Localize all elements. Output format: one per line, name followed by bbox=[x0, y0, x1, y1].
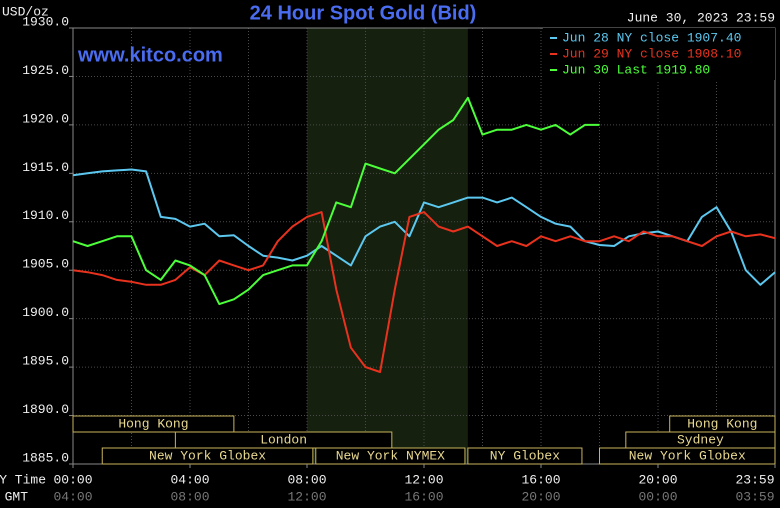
nymex-shade bbox=[307, 28, 468, 464]
gmt-tick-label: 20:00 bbox=[521, 489, 560, 504]
y-tick-label: 1895.0 bbox=[22, 354, 69, 369]
session-bar bbox=[315, 447, 466, 465]
y-tick-label: 1920.0 bbox=[22, 111, 69, 126]
gmt-tick-label: 12:00 bbox=[287, 489, 326, 504]
x-tick-label: 04:00 bbox=[170, 472, 209, 487]
time-row-label: GMT bbox=[5, 489, 29, 504]
gmt-tick-label: 00:00 bbox=[638, 489, 677, 504]
session-label: Hong Kong bbox=[118, 416, 188, 431]
legend-label: Jun 30 Last 1919.80 bbox=[562, 62, 710, 77]
chart-title: 24 Hour Spot Gold (Bid) bbox=[250, 2, 477, 24]
y-tick-label: 1885.0 bbox=[22, 450, 69, 465]
legend-label: Jun 28 NY close 1907.40 bbox=[562, 30, 741, 45]
session-label: Sydney bbox=[677, 432, 724, 447]
x-tick-label: 20:00 bbox=[638, 472, 677, 487]
x-tick-label: 12:00 bbox=[404, 472, 443, 487]
y-tick-label: 1915.0 bbox=[22, 160, 69, 175]
session-label: New York Globex bbox=[629, 448, 746, 463]
x-tick-label: 00:00 bbox=[53, 472, 92, 487]
x-tick-label: 16:00 bbox=[521, 472, 560, 487]
session-label: London bbox=[260, 432, 307, 447]
watermark: www.kitco.com bbox=[77, 44, 223, 66]
series-line bbox=[72, 168, 776, 286]
time-row-label: NY Time bbox=[0, 472, 46, 487]
y-tick-label: 1930.0 bbox=[22, 14, 69, 29]
series-line bbox=[72, 96, 600, 306]
y-tick-label: 1910.0 bbox=[22, 208, 69, 223]
gmt-tick-label: 03:59 bbox=[735, 489, 774, 504]
unit-label: USD/oz bbox=[2, 4, 49, 19]
series-line bbox=[72, 211, 776, 373]
session-label: NY Globex bbox=[490, 448, 560, 463]
date-label: June 30, 2023 23:59 bbox=[627, 10, 775, 25]
gmt-tick-label: 08:00 bbox=[170, 489, 209, 504]
session-bar bbox=[599, 447, 776, 465]
session-bar bbox=[467, 447, 583, 465]
y-tick-label: 1900.0 bbox=[22, 305, 69, 320]
gmt-tick-label: 04:00 bbox=[53, 489, 92, 504]
x-tick-label: 08:00 bbox=[287, 472, 326, 487]
session-bar bbox=[101, 447, 314, 465]
session-label: Hong Kong bbox=[687, 416, 757, 431]
legend-box bbox=[543, 28, 775, 80]
session-label: New York NYMEX bbox=[336, 448, 445, 463]
y-tick-label: 1905.0 bbox=[22, 257, 69, 272]
y-tick-label: 1890.0 bbox=[22, 402, 69, 417]
x-tick-label: 23:59 bbox=[735, 472, 774, 487]
gmt-tick-label: 16:00 bbox=[404, 489, 443, 504]
session-bar bbox=[72, 415, 235, 433]
y-tick-label: 1925.0 bbox=[22, 63, 69, 78]
legend-label: Jun 29 NY close 1908.10 bbox=[562, 46, 741, 61]
session-label: New York Globex bbox=[149, 448, 266, 463]
